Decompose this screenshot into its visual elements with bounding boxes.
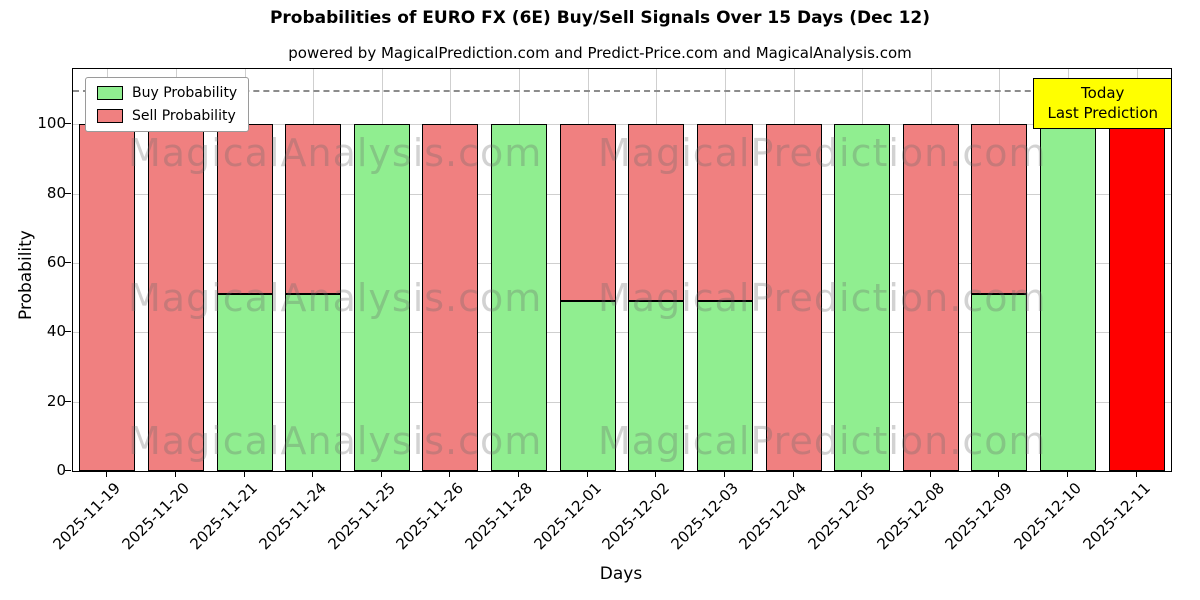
bar-sell-segment: [79, 124, 136, 471]
x-axis-tick: [449, 471, 451, 477]
bar-buy-segment: [285, 294, 342, 471]
x-tick-label: 2025-12-01: [530, 479, 605, 554]
y-axis-tick: [65, 123, 71, 125]
today-annotation-line2: Last Prediction: [1047, 104, 1158, 123]
x-tick-label: 2025-12-10: [1010, 479, 1085, 554]
bar-sell-segment: [147, 124, 204, 471]
x-tick-label: 2025-11-28: [461, 479, 536, 554]
y-axis-tick: [65, 192, 71, 194]
bar-sell-segment: [1108, 124, 1165, 471]
y-tick-label: 0: [56, 461, 66, 479]
y-gridline: [73, 401, 1171, 403]
x-tick-label: 2025-11-24: [255, 479, 330, 554]
x-tick-label: 2025-11-19: [49, 479, 125, 554]
watermark-text: MagicalAnalysis.com: [128, 276, 543, 320]
today-annotation-line1: Today: [1081, 84, 1125, 102]
x-axis-tick: [106, 471, 108, 477]
x-axis-tick: [655, 471, 657, 477]
x-axis-tick: [1067, 471, 1069, 477]
watermark-text: MagicalPrediction.com: [598, 419, 1047, 463]
watermark-text: MagicalPrediction.com: [598, 276, 1047, 320]
bar-sell-segment: [559, 124, 616, 302]
x-tick-label: 2025-12-04: [735, 479, 811, 554]
plot-area: Buy Probability Sell Probability Today L…: [72, 68, 1172, 472]
bar-sell-segment: [216, 124, 273, 295]
bar-sell-segment: [628, 124, 685, 302]
watermark-text: MagicalAnalysis.com: [128, 419, 543, 463]
x-tick-label: 2025-12-03: [667, 479, 742, 554]
y-gridline: [73, 332, 1171, 334]
x-axis-tick: [586, 471, 588, 477]
y-axis-label: Probability: [16, 230, 36, 320]
x-tick-label: 2025-12-02: [598, 479, 674, 554]
x-tick-label: 2025-11-21: [186, 479, 262, 554]
legend-label-sell: Sell Probability: [132, 108, 236, 124]
x-axis-tick: [380, 471, 382, 477]
y-axis-tick: [65, 400, 71, 402]
bar-buy-segment: [216, 294, 273, 471]
bar-sell-segment: [765, 124, 822, 471]
chart-subtitle: powered by MagicalPrediction.com and Pre…: [288, 44, 912, 62]
bar-buy-segment: [696, 301, 753, 471]
x-axis-tick: [243, 471, 245, 477]
bar-buy-segment: [1040, 124, 1097, 471]
y-gridline: [73, 263, 1171, 265]
x-tick-label: 2025-12-09: [941, 479, 1017, 554]
y-tick-label: 40: [46, 322, 66, 341]
bar-sell-segment: [971, 124, 1028, 295]
dashed-threshold-line: [73, 89, 1171, 92]
x-tick-label: 2025-11-26: [392, 479, 468, 554]
x-tick-label: 2025-12-11: [1079, 479, 1154, 554]
y-gridline: [73, 193, 1171, 195]
y-gridline: [73, 124, 1171, 126]
bar-sell-segment: [422, 124, 479, 471]
x-tick-label: 2025-12-08: [873, 479, 948, 554]
x-axis-tick: [312, 471, 314, 477]
bar-buy-segment: [559, 301, 616, 471]
x-axis-tick: [861, 471, 863, 477]
x-axis-tick: [723, 471, 725, 477]
y-tick-label: 60: [46, 253, 66, 272]
watermark-text: MagicalAnalysis.com: [128, 131, 543, 175]
chart-legend: Buy Probability Sell Probability: [85, 77, 250, 132]
x-axis-tick: [929, 471, 931, 477]
x-tick-label: 2025-11-20: [118, 479, 193, 554]
y-axis-tick: [65, 470, 71, 471]
x-axis-label: Days: [599, 564, 643, 584]
sell-color-swatch: [97, 109, 123, 123]
x-tick-label: 2025-12-05: [804, 479, 879, 554]
y-axis-tick: [65, 331, 71, 333]
legend-entry-buy: Buy Probability: [97, 85, 237, 101]
legend-entry-sell: Sell Probability: [97, 108, 237, 124]
bar-sell-segment: [902, 124, 959, 471]
x-axis-tick: [998, 471, 1000, 477]
x-axis-tick: [174, 471, 176, 477]
bar-buy-segment: [491, 124, 548, 471]
x-axis-tick: [518, 471, 520, 477]
today-annotation: Today Last Prediction: [1033, 78, 1172, 129]
bar-buy-segment: [628, 301, 685, 471]
bar-buy-segment: [353, 124, 410, 471]
legend-label-buy: Buy Probability: [132, 85, 238, 101]
bar-sell-segment: [696, 124, 753, 302]
x-axis-tick: [792, 471, 794, 477]
y-tick-label: 80: [46, 183, 66, 202]
y-axis-tick: [65, 262, 71, 264]
bar-buy-segment: [971, 294, 1028, 471]
y-tick-label: 20: [46, 391, 66, 410]
buy-color-swatch: [97, 86, 123, 100]
bar-buy-segment: [834, 124, 891, 471]
chart-title: Probabilities of EURO FX (6E) Buy/Sell S…: [269, 8, 931, 28]
x-tick-label: 2025-11-25: [324, 479, 399, 554]
watermark-text: MagicalPrediction.com: [598, 131, 1047, 175]
x-axis-tick: [1135, 471, 1137, 477]
bar-sell-segment: [285, 124, 342, 295]
y-tick-label: 100: [37, 114, 66, 133]
